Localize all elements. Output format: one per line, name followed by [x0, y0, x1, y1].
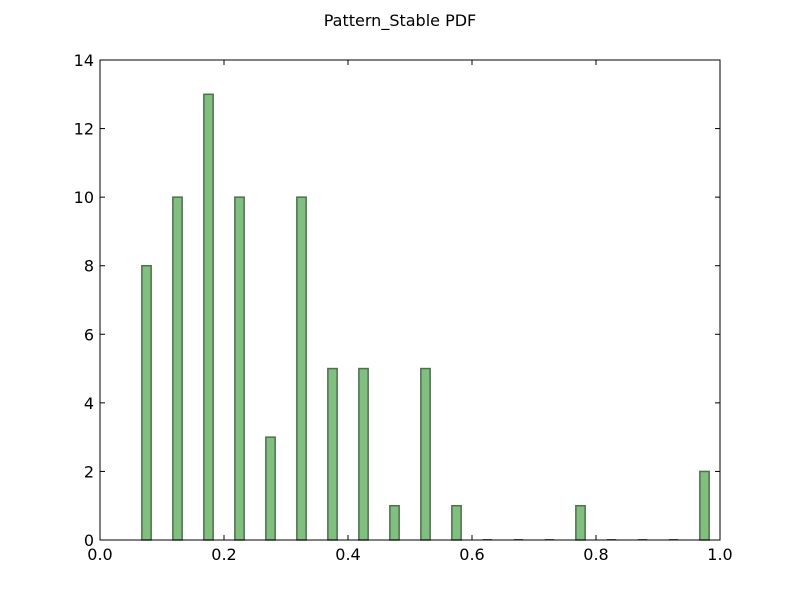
x-tick-label: 0.4 — [335, 545, 360, 564]
x-tick-label: 0.6 — [459, 545, 484, 564]
y-tick-label: 0 — [84, 531, 94, 550]
y-tick-label: 2 — [84, 462, 94, 481]
chart-title: Pattern_Stable PDF — [324, 11, 477, 31]
histogram-bar — [141, 264, 152, 541]
histogram-bar — [296, 196, 307, 541]
ticks-group: 0.0 0.2 0.4 0.6 0.8 1.0 0 2 4 6 8 10 12 14 — [74, 51, 733, 564]
x-tick-label: 1.0 — [707, 545, 732, 564]
y-tick-label: 8 — [84, 257, 94, 276]
histogram-bar — [699, 470, 710, 541]
histogram-bar — [451, 504, 462, 541]
x-tick-label: 0.0 — [87, 545, 112, 564]
bars-group — [141, 93, 710, 541]
histogram-bar — [358, 367, 369, 541]
histogram-bar — [172, 196, 183, 541]
histogram-bar — [327, 367, 338, 541]
histogram-bar — [575, 504, 586, 541]
y-tick-label: 6 — [84, 325, 94, 344]
y-tick-label: 4 — [84, 394, 94, 413]
plot-frame — [99, 59, 721, 541]
histogram-bar — [389, 504, 400, 541]
x-tick-label: 0.8 — [583, 545, 608, 564]
y-tick-label: 12 — [74, 120, 94, 139]
histogram-bar — [420, 367, 431, 541]
histogram-bar — [265, 436, 276, 541]
y-tick-label: 14 — [74, 51, 94, 70]
x-tick-label: 0.2 — [211, 545, 236, 564]
y-tick-label: 10 — [74, 188, 94, 207]
histogram-bar — [234, 196, 245, 541]
histogram-bar — [203, 93, 214, 541]
